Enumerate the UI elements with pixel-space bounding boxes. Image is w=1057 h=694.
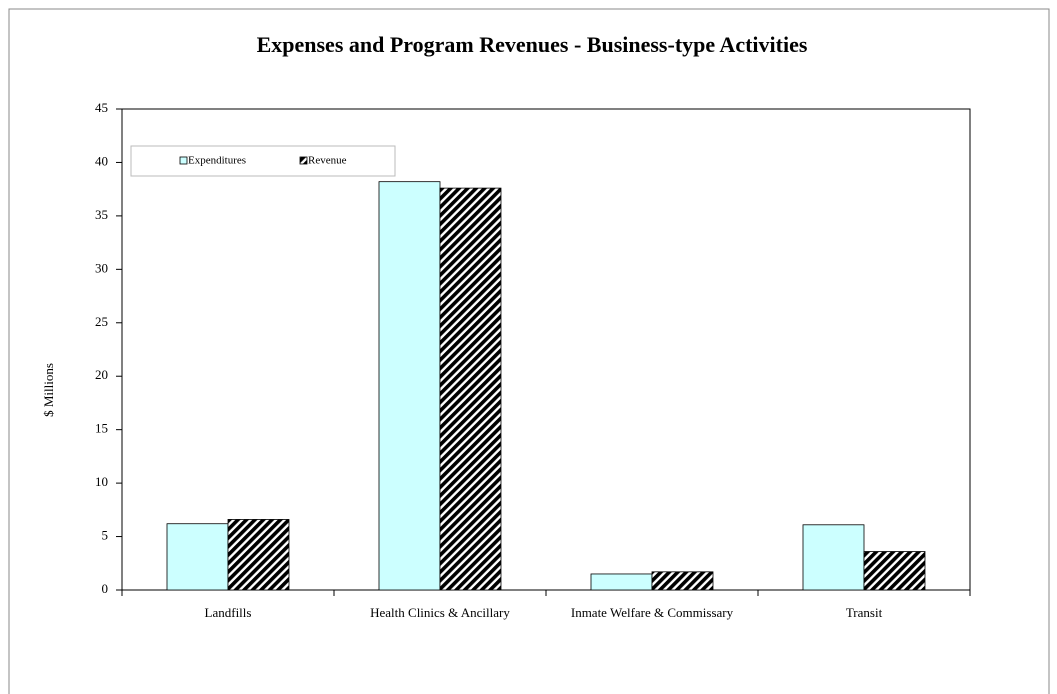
x-tick-label: Inmate Welfare & Commissary	[571, 605, 734, 620]
legend-box	[130, 145, 396, 177]
plot-area	[121, 108, 971, 591]
y-tick-label: 30	[95, 260, 108, 275]
y-tick-label: 0	[102, 581, 109, 596]
y-tick-label: 5	[102, 528, 109, 543]
y-axis-label: $ Millions	[41, 363, 56, 417]
bar	[439, 187, 502, 591]
bar	[651, 571, 714, 591]
bar	[590, 573, 653, 591]
y-tick-label: 40	[95, 153, 108, 168]
frame	[8, 8, 1050, 694]
bar	[166, 523, 229, 591]
bar	[802, 524, 865, 591]
x-tick-label: Health Clinics & Ancillary	[370, 605, 510, 620]
bar	[863, 551, 926, 591]
y-tick-label: 20	[95, 367, 108, 382]
y-tick-label: 10	[95, 474, 108, 489]
y-tick-label: 25	[95, 314, 108, 329]
bar	[378, 181, 441, 591]
y-tick-label: 15	[95, 421, 108, 436]
chart-title: Expenses and Program Revenues - Business…	[257, 32, 808, 57]
legend-swatch	[179, 156, 188, 165]
y-tick-label: 45	[95, 100, 108, 115]
x-tick-label: Transit	[846, 605, 883, 620]
y-tick-label: 35	[95, 207, 108, 222]
legend-label: Revenue	[308, 155, 347, 167]
bar	[227, 519, 290, 591]
legend-swatch	[299, 156, 308, 165]
x-tick-label: Landfills	[205, 605, 252, 620]
legend-label: Expenditures	[188, 155, 246, 167]
